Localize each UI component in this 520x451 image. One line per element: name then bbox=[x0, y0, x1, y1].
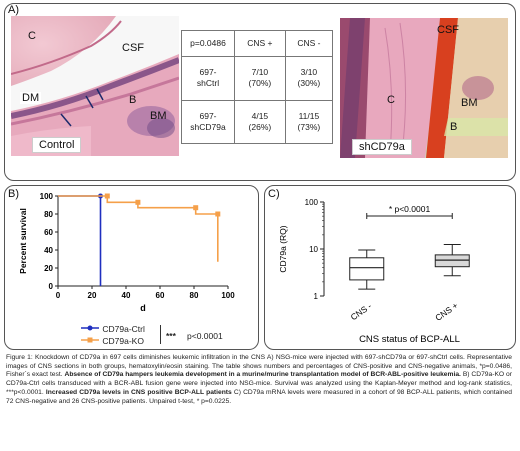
y-tick-label: 80 bbox=[44, 210, 53, 219]
label-b-left: B bbox=[129, 94, 137, 106]
cd79a-boxplot: 1 10 100 CD79a (RQ) CNS - CNS + * p<0.0001 CNS … bbox=[278, 198, 470, 345]
table-cell: 3/10 bbox=[300, 67, 318, 78]
panel-a-label: A) bbox=[8, 4, 19, 16]
label-c-left: C bbox=[28, 30, 36, 42]
legend-bracket bbox=[160, 325, 161, 344]
table-header-cns-pos: CNS + bbox=[234, 30, 286, 57]
legend-label-ctrl: CD79a-Ctrl bbox=[102, 324, 145, 334]
table-header-p: p=0.0486 bbox=[181, 30, 235, 57]
y-tick-label: 0 bbox=[49, 282, 54, 291]
x-tick-label: CNS + bbox=[433, 300, 459, 323]
table-cell: 697- bbox=[199, 110, 217, 121]
x-tick-label: CNS - bbox=[349, 301, 374, 323]
table-cell: (30%) bbox=[297, 78, 321, 89]
censor-marker-ko bbox=[135, 199, 141, 205]
panel-c-label: C) bbox=[268, 188, 280, 200]
label-dm-left: DM bbox=[20, 92, 42, 104]
table-header-cns-neg: CNS - bbox=[284, 30, 334, 57]
cns-table: p=0.0486 CNS + CNS - 697- shCtrl 7/10 (70%… bbox=[181, 30, 334, 144]
x-tick-label: 60 bbox=[156, 291, 165, 300]
table-cell: 11/15 bbox=[298, 110, 320, 121]
caption-part-2: B) CD79a-KO or CD79a-Ctrl cells transduc… bbox=[6, 371, 512, 396]
survival-line-ctrl bbox=[58, 195, 102, 286]
histology-image-shcd79a bbox=[340, 18, 508, 158]
label-csf-left: CSF bbox=[122, 42, 144, 54]
survival-chart: 0 20 40 60 80 100 0 20 40 60 80 100 d Percent surviva… bbox=[18, 192, 235, 313]
box-1 bbox=[434, 254, 470, 268]
caption-part-3: C) CD79a mRNA levels were measured in a … bbox=[6, 388, 512, 405]
panel-b-label: B) bbox=[8, 188, 19, 200]
table-cell: shCD79a bbox=[190, 121, 226, 132]
caption-part-1: Figure 1: Knockdown of CD79a in 697 cell… bbox=[6, 354, 512, 379]
survival-pvalue: p<0.0001 bbox=[187, 331, 223, 341]
significance-stars: *** bbox=[166, 331, 176, 341]
significance-label: * p<0.0001 bbox=[389, 204, 431, 214]
y-tick-label: 60 bbox=[44, 228, 53, 237]
table-cell: (73%) bbox=[297, 121, 321, 132]
legend-item-ko: CD79a-KO bbox=[80, 336, 144, 346]
y-tick-label: 100 bbox=[305, 198, 319, 207]
caption-bold-2: Increased CD79a levels in CNS positive B… bbox=[45, 388, 232, 396]
y-tick-label: 1 bbox=[314, 292, 319, 301]
censor-marker-ko bbox=[215, 211, 221, 217]
table-cell: shCtrl bbox=[196, 78, 220, 89]
y-axis-label: Percent survival bbox=[18, 208, 28, 274]
table-cell: 4/15 bbox=[251, 110, 269, 121]
label-c-right: C bbox=[387, 94, 395, 106]
x-tick-label: 0 bbox=[56, 291, 61, 300]
table-cell: (70%) bbox=[248, 78, 272, 89]
table-row: 697- shCD79a 4/15 (26%) 11/15 (73%) bbox=[181, 99, 334, 144]
panel-c bbox=[264, 185, 516, 350]
x-axis-label: d bbox=[140, 303, 146, 313]
histology-image-control bbox=[11, 16, 179, 156]
y-tick-label: 20 bbox=[44, 264, 53, 273]
x-tick-label: 80 bbox=[190, 291, 199, 300]
table-row: 697- shCtrl 7/10 (70%) 3/10 (30%) bbox=[181, 56, 334, 101]
image-tag-control: Control bbox=[32, 137, 82, 153]
x-tick-label: 100 bbox=[221, 291, 235, 300]
y-tick-label: 100 bbox=[40, 192, 54, 201]
table-cell: 7/10 bbox=[251, 67, 269, 78]
y-tick-label: 10 bbox=[309, 245, 318, 254]
caption-bold-1: Absence of CD79a hampers leukemia develo… bbox=[64, 371, 461, 379]
legend-swatch-ctrl-icon bbox=[81, 325, 99, 331]
box-0 bbox=[349, 257, 385, 281]
x-tick-label: 40 bbox=[122, 291, 131, 300]
y-tick-label: 40 bbox=[44, 246, 53, 255]
y-axis-label: CD79a (RQ) bbox=[278, 225, 288, 272]
survival-legend: CD79a-Ctrl CD79a-KO *** p<0.0001 bbox=[80, 322, 255, 350]
censor-marker-ko bbox=[104, 193, 110, 199]
censor-marker-ko bbox=[193, 205, 199, 211]
table-cell: (26%) bbox=[248, 121, 272, 132]
x-tick-label: 20 bbox=[88, 291, 97, 300]
label-b-right: B bbox=[450, 121, 458, 133]
label-csf-right: CSF bbox=[437, 24, 459, 36]
legend-label-ko: CD79a-KO bbox=[102, 336, 144, 346]
label-bm-left: BM bbox=[150, 110, 167, 122]
legend-item-ctrl: CD79a-Ctrl bbox=[80, 324, 145, 334]
x-axis-label: CNS status of BCP-ALL bbox=[359, 334, 460, 345]
legend-swatch-ko-icon bbox=[81, 337, 99, 343]
figure-caption: Figure 1: Knockdown of CD79a in 697 cell… bbox=[6, 354, 512, 406]
label-bm-right: BM bbox=[461, 97, 478, 109]
image-tag-shcd79a: shCD79a bbox=[352, 139, 412, 155]
table-cell: 697- bbox=[199, 67, 217, 78]
